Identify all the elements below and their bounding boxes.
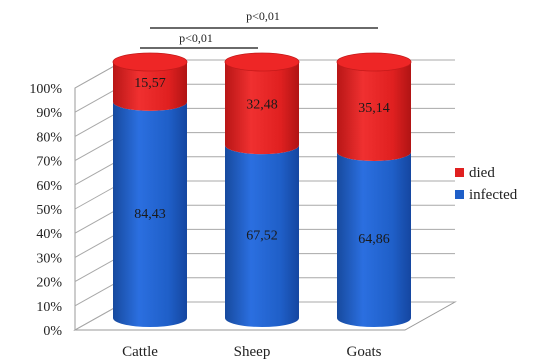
y-tick-label: 100% (29, 82, 62, 97)
significance-label: p<0,01 (179, 31, 213, 45)
y-tick-label: 60% (36, 179, 62, 194)
legend-swatch-infected (455, 190, 464, 199)
data-label-infected: 67,52 (246, 229, 278, 244)
y-tick-label: 80% (36, 130, 62, 145)
legend: died infected (455, 165, 518, 203)
bar-segment-died (113, 62, 187, 111)
bar-segment-infected (113, 101, 187, 328)
x-category-label: Sheep (234, 344, 271, 360)
bar-top-cap (224, 52, 300, 72)
significance-label: p<0,01 (246, 9, 280, 23)
bars: 15,57 84,43 32,48 67,52 35,14 64,86 (112, 52, 412, 328)
y-tick-label: 10% (36, 300, 62, 315)
data-label-died: 15,57 (134, 76, 166, 91)
bar-top-cap (112, 52, 188, 72)
legend-label-infected: infected (469, 187, 518, 203)
data-label-infected: 64,86 (358, 232, 390, 247)
y-axis: 0% 10% 20% 30% 40% 50% 60% 70% 80% 90% 100% (29, 82, 62, 339)
data-label-infected: 84,43 (134, 207, 166, 222)
x-axis: Cattle Sheep Goats (122, 344, 382, 360)
y-tick-label: 30% (36, 251, 62, 266)
x-category-label: Goats (347, 344, 382, 360)
bar-top-cap (336, 52, 412, 72)
y-tick-label: 50% (36, 203, 62, 218)
legend-label-died: died (469, 165, 495, 181)
y-tick-label: 20% (36, 276, 62, 291)
bar-segment-infected (337, 151, 411, 327)
bar-segment-died (225, 62, 299, 155)
y-tick-label: 40% (36, 227, 62, 242)
significance-annotations: p<0,01 p<0,01 (140, 9, 378, 49)
data-label-died: 35,14 (358, 101, 390, 116)
y-tick-label: 70% (36, 155, 62, 170)
legend-swatch-died (455, 168, 464, 177)
data-label-died: 32,48 (246, 98, 278, 113)
y-tick-label: 90% (36, 106, 62, 121)
bar-segment-died (337, 62, 411, 161)
y-tick-label: 0% (43, 324, 62, 339)
x-category-label: Cattle (122, 344, 158, 360)
bar-segment-infected (225, 145, 299, 327)
